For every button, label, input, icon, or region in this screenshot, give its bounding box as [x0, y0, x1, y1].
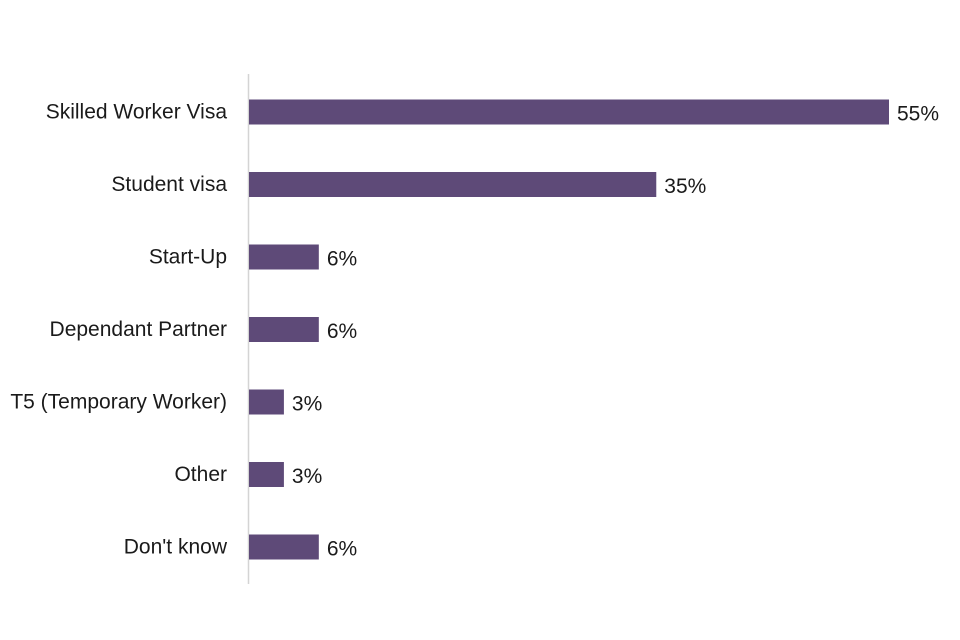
data-label-3: 6% — [327, 320, 357, 343]
category-labels-group: Skilled Worker Visa Student visa Start-Up D… — [10, 101, 227, 559]
data-label-5: 3% — [292, 465, 322, 488]
category-label-4: T5 (Temporary Worker) — [10, 391, 227, 414]
bars-group — [249, 99, 889, 560]
data-label-1: 35% — [664, 175, 706, 198]
category-label-1: Student visa — [111, 173, 227, 196]
bar-4 — [249, 389, 284, 415]
bar-6 — [249, 534, 319, 560]
category-label-5: Other — [174, 463, 227, 486]
data-label-4: 3% — [292, 393, 322, 416]
category-label-0: Skilled Worker Visa — [46, 101, 228, 124]
bar-1 — [249, 172, 657, 197]
bar-3 — [249, 317, 319, 342]
data-label-2: 6% — [327, 248, 357, 271]
data-label-6: 6% — [327, 538, 357, 561]
category-label-6: Don't know — [124, 536, 228, 559]
data-labels-group: 55% 35% 6% 6% 3% 3% 6% — [292, 103, 939, 561]
bar-0 — [249, 99, 889, 125]
data-label-0: 55% — [897, 103, 939, 126]
category-label-3: Dependant Partner — [50, 318, 227, 341]
bar-5 — [249, 462, 284, 487]
bar-2 — [249, 244, 319, 270]
category-label-2: Start-Up — [149, 246, 227, 269]
